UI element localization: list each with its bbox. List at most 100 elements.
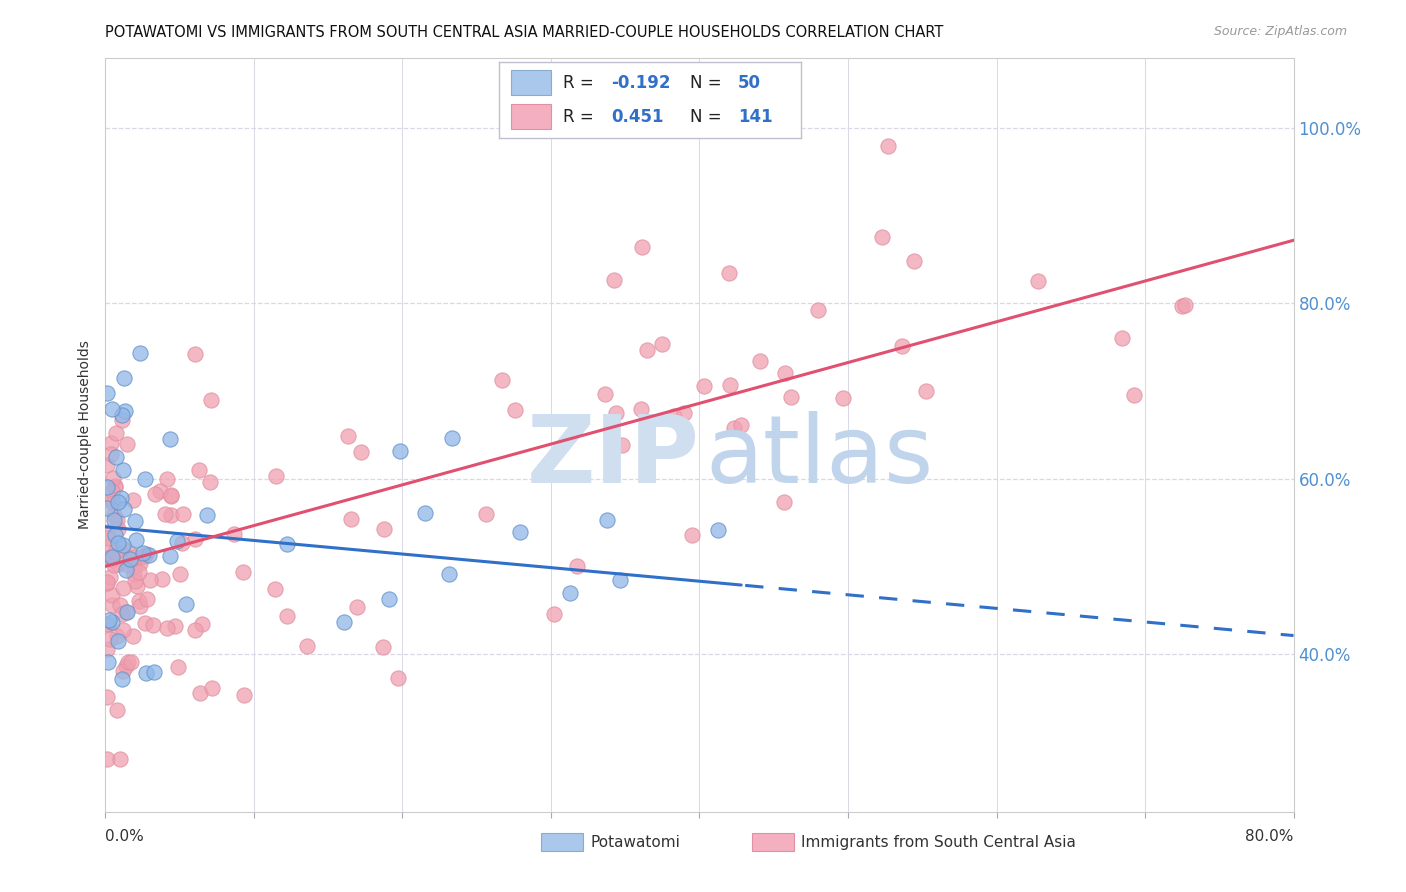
Point bbox=[115, 436, 138, 450]
Point bbox=[565, 558, 588, 573]
Point bbox=[630, 402, 652, 417]
Text: 0.451: 0.451 bbox=[612, 108, 664, 126]
Point bbox=[110, 491, 132, 505]
Point bbox=[350, 445, 373, 459]
Point bbox=[120, 656, 142, 670]
Point bbox=[437, 566, 460, 581]
Point bbox=[560, 586, 582, 600]
Point bbox=[101, 589, 124, 603]
Point bbox=[101, 599, 124, 613]
Text: 50: 50 bbox=[738, 74, 761, 92]
Point bbox=[96, 616, 118, 631]
Point bbox=[128, 565, 150, 579]
Point bbox=[166, 660, 188, 674]
Point bbox=[609, 573, 631, 587]
Text: N =: N = bbox=[689, 108, 727, 126]
Point bbox=[276, 537, 298, 551]
Point bbox=[150, 572, 173, 586]
Point bbox=[100, 436, 122, 450]
Point bbox=[101, 484, 124, 499]
Point bbox=[124, 566, 146, 581]
Point bbox=[110, 672, 132, 686]
Point bbox=[135, 665, 157, 680]
Point bbox=[98, 632, 121, 647]
Point bbox=[96, 524, 118, 539]
Point bbox=[156, 472, 179, 486]
Point bbox=[128, 594, 150, 608]
Point bbox=[117, 655, 139, 669]
Point bbox=[122, 550, 145, 565]
Point bbox=[107, 522, 129, 536]
Point bbox=[200, 475, 222, 489]
Point bbox=[184, 623, 207, 637]
Point bbox=[97, 655, 120, 669]
Point bbox=[96, 501, 118, 516]
Point bbox=[332, 615, 354, 629]
Point bbox=[104, 425, 127, 440]
Text: -0.192: -0.192 bbox=[612, 74, 671, 92]
Point bbox=[107, 536, 129, 550]
Point bbox=[169, 566, 191, 581]
Point bbox=[134, 549, 156, 564]
Point bbox=[773, 366, 796, 380]
Point bbox=[115, 605, 138, 619]
Point bbox=[276, 609, 298, 624]
Point bbox=[441, 431, 464, 445]
Point bbox=[96, 575, 118, 590]
Text: Immigrants from South Central Asia: Immigrants from South Central Asia bbox=[801, 836, 1077, 850]
Point bbox=[111, 413, 134, 427]
Point bbox=[807, 303, 830, 318]
Point bbox=[297, 640, 319, 654]
Point bbox=[104, 450, 127, 465]
Point bbox=[200, 392, 222, 407]
Point bbox=[491, 373, 513, 387]
Point bbox=[97, 550, 120, 565]
Text: N =: N = bbox=[689, 74, 727, 92]
Point bbox=[111, 623, 134, 637]
Point bbox=[103, 528, 125, 542]
Point bbox=[149, 484, 172, 499]
Point bbox=[134, 472, 156, 486]
Point bbox=[96, 690, 118, 704]
Point bbox=[115, 563, 138, 577]
Point bbox=[387, 671, 409, 685]
Point bbox=[138, 548, 160, 562]
Point bbox=[98, 570, 121, 584]
Point bbox=[413, 506, 436, 520]
Point bbox=[139, 573, 162, 587]
Point bbox=[717, 267, 740, 281]
Point bbox=[1123, 388, 1146, 402]
Point bbox=[101, 549, 124, 564]
Point bbox=[117, 558, 139, 572]
Point bbox=[125, 533, 148, 547]
Point bbox=[128, 345, 150, 359]
Point bbox=[101, 553, 124, 567]
Point bbox=[197, 508, 219, 522]
Point bbox=[112, 664, 135, 678]
Point bbox=[163, 619, 186, 633]
Point bbox=[373, 522, 395, 536]
Point bbox=[104, 479, 127, 493]
Point bbox=[160, 489, 183, 503]
Point bbox=[707, 523, 730, 537]
Point bbox=[124, 574, 146, 589]
Point bbox=[108, 598, 131, 612]
Point bbox=[96, 458, 118, 472]
Point bbox=[651, 336, 673, 351]
Point bbox=[233, 689, 256, 703]
Point bbox=[100, 539, 122, 553]
Point bbox=[174, 598, 197, 612]
Point bbox=[1026, 274, 1049, 288]
Point bbox=[264, 469, 287, 483]
Point bbox=[190, 686, 212, 700]
Point bbox=[153, 507, 176, 521]
Point bbox=[183, 532, 205, 546]
Text: POTAWATOMI VS IMMIGRANTS FROM SOUTH CENTRAL ASIA MARRIED-COUPLE HOUSEHOLDS CORRE: POTAWATOMI VS IMMIGRANTS FROM SOUTH CENT… bbox=[105, 25, 943, 40]
Point bbox=[111, 607, 134, 622]
Point bbox=[114, 658, 136, 673]
Point bbox=[681, 528, 703, 542]
Point bbox=[891, 339, 914, 353]
Point bbox=[97, 617, 120, 632]
Point bbox=[200, 681, 222, 695]
Text: R =: R = bbox=[562, 74, 599, 92]
